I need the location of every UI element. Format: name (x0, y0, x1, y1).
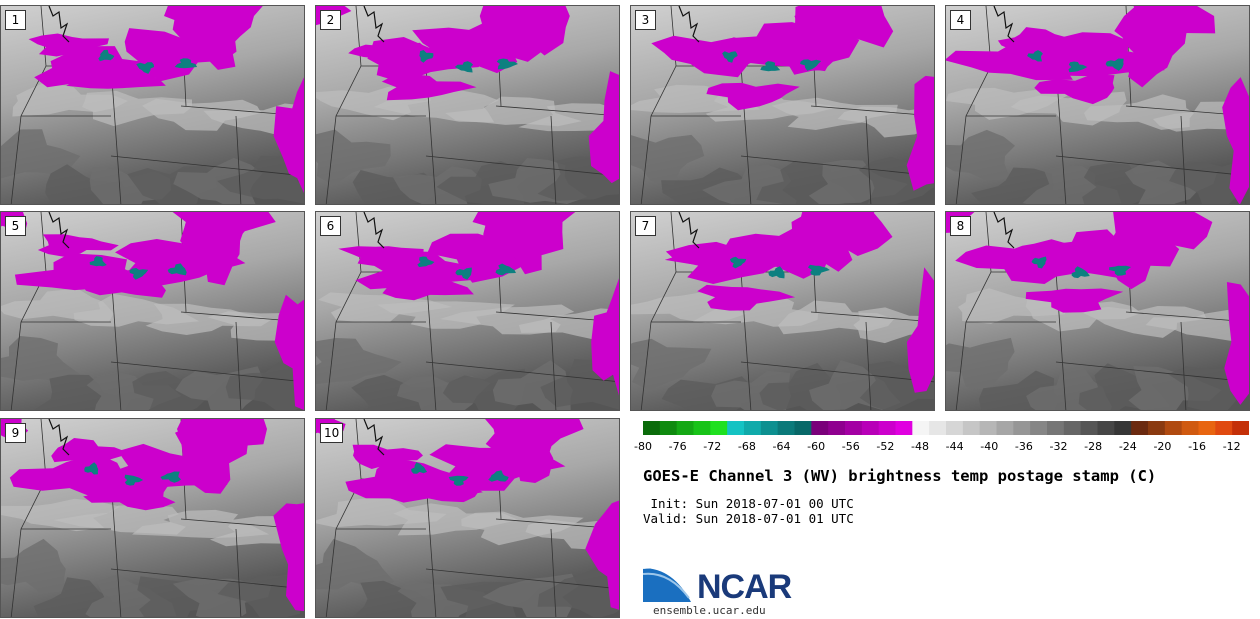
colorbar-segment (777, 421, 795, 435)
colorbar-tick: -36 (1014, 440, 1033, 453)
panel-number-label: 9 (5, 423, 26, 443)
colorbar-segment (1114, 421, 1132, 435)
colorbar-segment (1164, 421, 1183, 435)
colorbar-segment (744, 421, 762, 435)
water-vapor-map (1, 212, 304, 410)
colorbar-segment (878, 421, 896, 435)
panel-number-label: 1 (5, 10, 26, 30)
colorbar-segment (861, 421, 880, 435)
colorbar-tick: -40 (980, 440, 999, 453)
panel-number-label: 8 (950, 216, 971, 236)
init-time: Init: Sun 2018-07-01 00 UTC (643, 496, 854, 511)
water-vapor-map (631, 6, 934, 204)
colorbar-segment (1080, 421, 1098, 435)
water-vapor-map (1, 6, 304, 204)
colorbar-tick: -68 (737, 440, 756, 453)
colorbar-segment (1198, 421, 1216, 435)
colorbar-tick: -76 (668, 440, 687, 453)
map-panel: 2 (315, 5, 620, 205)
colorbar-segment (794, 421, 812, 435)
map-panel: 8 (945, 211, 1250, 411)
map-panel: 10 (315, 418, 620, 618)
panel-number-label: 7 (635, 216, 656, 236)
map-panel: 7 (630, 211, 935, 411)
panel-number-label: 2 (320, 10, 341, 30)
colorbar-segment (828, 421, 846, 435)
colorbar-segment (929, 421, 947, 435)
colorbar-segment (1013, 421, 1031, 435)
colorbar-segment (710, 421, 728, 435)
logo-wordmark: NCAR (697, 568, 792, 606)
colorbar-tick: -72 (703, 440, 722, 453)
map-panel: 4 (945, 5, 1250, 205)
colorbar-segment (1215, 421, 1233, 435)
panel-number-label: 5 (5, 216, 26, 236)
colorbar-segment (760, 421, 779, 435)
water-vapor-map (946, 212, 1249, 410)
colorbar-segment (1097, 421, 1115, 435)
water-vapor-map (316, 212, 619, 410)
figure-title: GOES-E Channel 3 (WV) brightness temp po… (643, 467, 1157, 485)
colorbar (643, 421, 1249, 435)
map-panel: 6 (315, 211, 620, 411)
map-panel: 1 (0, 5, 305, 205)
colorbar-tick: -16 (1188, 440, 1207, 453)
colorbar-tick: -48 (911, 440, 929, 453)
colorbar-tick: -28 (1084, 440, 1103, 453)
colorbar-segment (811, 421, 829, 435)
logo-url: ensemble.ucar.edu (653, 604, 766, 617)
colorbar-segment (1063, 421, 1082, 435)
ncar-logo-icon (643, 566, 694, 602)
colorbar-segment (1232, 421, 1249, 435)
map-panel: 3 (630, 5, 935, 205)
colorbar-tick: -32 (1049, 440, 1068, 453)
colorbar-segment (946, 421, 964, 435)
colorbar-segment (676, 421, 694, 435)
colorbar-segment (895, 421, 913, 435)
panel-number-label: 3 (635, 10, 656, 30)
colorbar-segment (659, 421, 678, 435)
colorbar-segment (845, 421, 863, 435)
map-panel: 9 (0, 418, 305, 618)
colorbar-segment (727, 421, 745, 435)
colorbar-segment (1030, 421, 1048, 435)
valid-time: Valid: Sun 2018-07-01 01 UTC (643, 511, 854, 526)
water-vapor-map (946, 6, 1249, 204)
colorbar-tick: -44 (945, 440, 964, 453)
colorbar-segment (1181, 421, 1199, 435)
colorbar-segment (1131, 421, 1149, 435)
water-vapor-map (1, 419, 304, 617)
colorbar-tick: -56 (841, 440, 860, 453)
panel-number-label: 4 (950, 10, 971, 30)
colorbar-segment (979, 421, 997, 435)
map-panel: 5 (0, 211, 305, 411)
colorbar-tick: -52 (876, 440, 895, 453)
colorbar-tick: -60 (807, 440, 826, 453)
colorbar-segment (912, 421, 930, 435)
colorbar-tick: -64 (772, 440, 791, 453)
colorbar-segment (1148, 421, 1166, 435)
water-vapor-map (316, 6, 619, 204)
water-vapor-map (316, 419, 619, 617)
panel-number-label: 10 (320, 423, 344, 443)
colorbar-segment (962, 421, 981, 435)
colorbar-tick: -24 (1118, 440, 1137, 453)
water-vapor-map (631, 212, 934, 410)
colorbar-tick-labels: -80 -76 -72 -68 -64 -60 -56 -52 -48 -44 -40 -36 -32 -… (634, 436, 1253, 456)
panel-number-label: 6 (320, 216, 341, 236)
colorbar-tick: -20 (1153, 440, 1172, 453)
colorbar-segment (1047, 421, 1065, 435)
colorbar-tick: -80 (634, 440, 652, 453)
colorbar-segment (693, 421, 711, 435)
colorbar-segment (996, 421, 1014, 435)
colorbar-tick: -12 (1222, 440, 1241, 453)
colorbar-segment (643, 421, 661, 435)
